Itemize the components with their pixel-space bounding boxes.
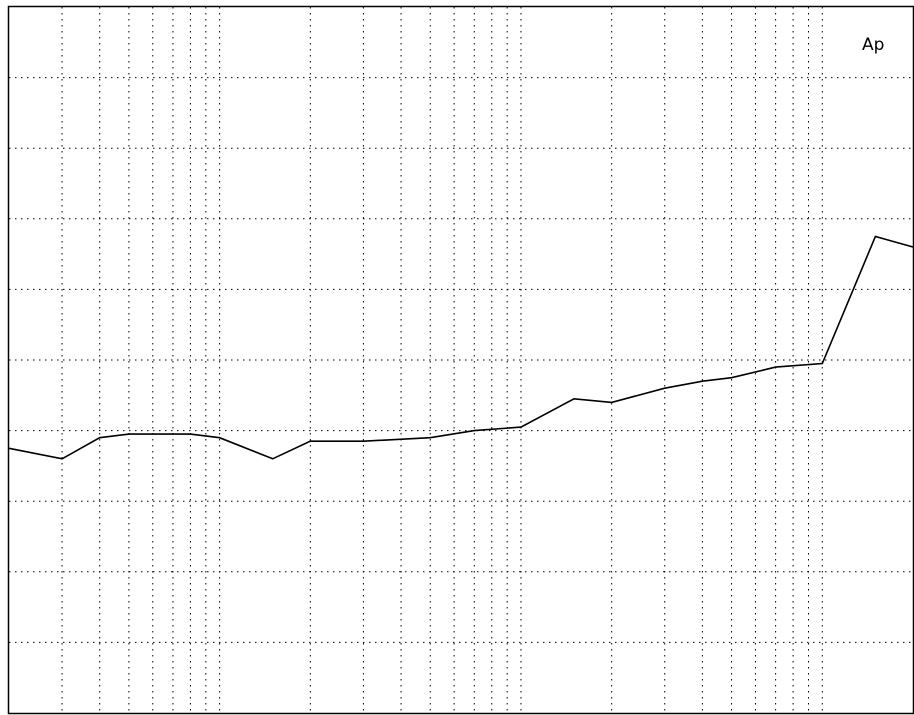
ap-logo: Ap <box>862 35 884 55</box>
trace-group <box>8 235 914 460</box>
vertical-gridlines <box>61 7 823 713</box>
response-trace <box>8 235 914 460</box>
horizontal-gridlines <box>9 77 913 643</box>
